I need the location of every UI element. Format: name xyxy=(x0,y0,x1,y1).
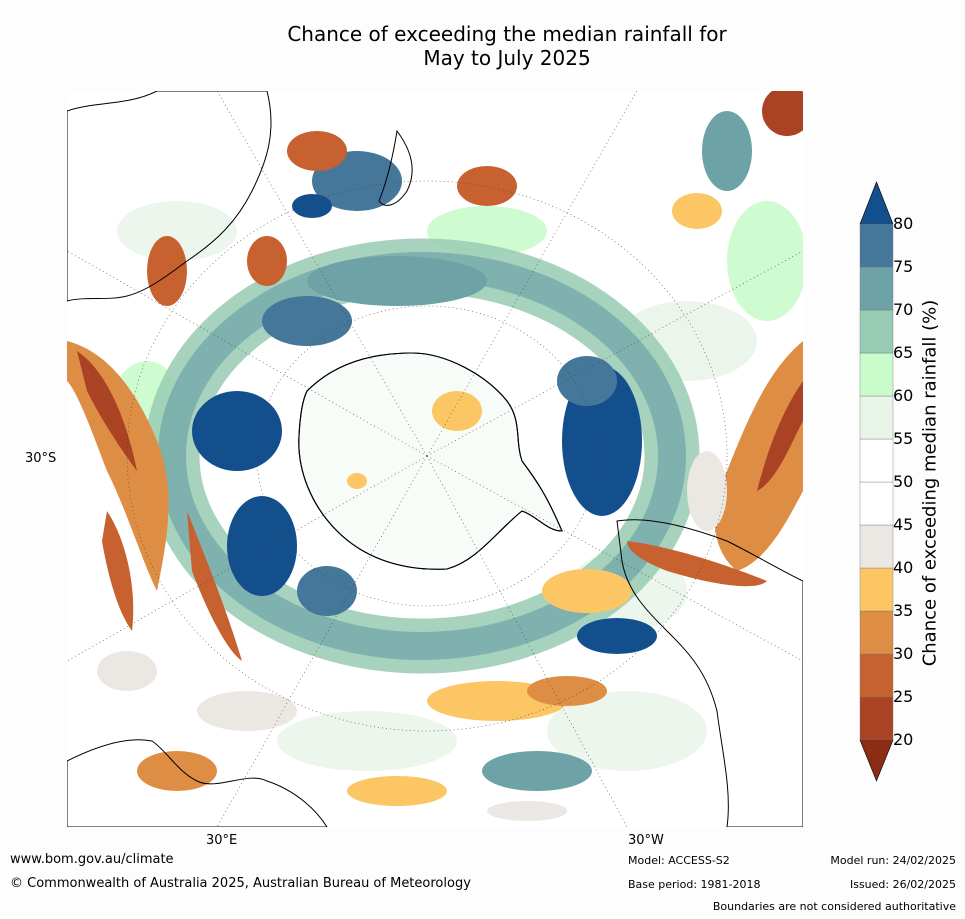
colorbar-tick-label: 80 xyxy=(893,214,914,233)
title-line-2: May to July 2025 xyxy=(423,46,591,70)
colorbar-box xyxy=(859,352,894,397)
dry-patches xyxy=(67,91,803,806)
graticule xyxy=(67,91,803,827)
issued-date: Issued: 26/02/2025 xyxy=(849,878,956,891)
colorbar-arrow-top xyxy=(859,181,894,225)
neutral-patches xyxy=(97,451,727,821)
colorbar-label: Chance of exceeding median rainfall (%) xyxy=(919,299,941,667)
footer-url: www.bom.gov.au/climate xyxy=(10,852,174,867)
title-line-1: Chance of exceeding the median rainfall … xyxy=(287,22,727,46)
colorbar-box xyxy=(859,266,894,311)
colorbar xyxy=(859,181,894,782)
longitude-label-30e: 30°E xyxy=(206,833,238,848)
colorbar-box xyxy=(859,524,894,569)
colorbar-tick-label: 25 xyxy=(893,687,914,706)
colorbar-box xyxy=(859,223,894,268)
footer-copyright: © Commonwealth of Australia 2025, Austra… xyxy=(10,876,471,891)
australia-outline xyxy=(67,91,272,302)
colorbar-tick-label: 70 xyxy=(893,300,914,319)
antarctica-coast xyxy=(298,352,563,570)
latitude-label-30s: 30°S xyxy=(25,451,57,466)
colorbar-box xyxy=(859,309,894,354)
model-name: Model: ACCESS-S2 xyxy=(628,854,730,867)
colorbar-tick-label: 55 xyxy=(893,429,914,448)
new-zealand-outline xyxy=(378,129,413,206)
base-period: Base period: 1981-2018 xyxy=(628,878,761,891)
colorbar-tick-label: 50 xyxy=(893,472,914,491)
south-america-outline xyxy=(616,519,803,827)
model-run-date: Model run: 24/02/2025 xyxy=(830,854,956,867)
colorbar-box xyxy=(859,481,894,526)
colorbar-boxes xyxy=(859,181,894,782)
longitude-label-30w: 30°W xyxy=(628,833,664,848)
colorbar-tick-label: 60 xyxy=(893,386,914,405)
colorbar-tick-label: 40 xyxy=(893,558,914,577)
colorbar-tick-label: 75 xyxy=(893,257,914,276)
africa-outline xyxy=(67,739,328,827)
colorbar-box xyxy=(859,610,894,655)
boundary-disclaimer: Boundaries are not considered authoritat… xyxy=(712,900,956,913)
colorbar-box xyxy=(859,567,894,612)
wet-patches xyxy=(192,111,752,791)
colorbar-tick-label: 35 xyxy=(893,601,914,620)
colorbar-tick-label: 20 xyxy=(893,730,914,749)
colorbar-tick-label: 45 xyxy=(893,515,914,534)
colorbar-box xyxy=(859,696,894,741)
colorbar-tick-label: 30 xyxy=(893,644,914,663)
map-svg xyxy=(67,91,803,827)
colorbar-box xyxy=(859,395,894,440)
colorbar-box xyxy=(859,653,894,698)
colorbar-tick-label: 65 xyxy=(893,343,914,362)
chart-title: Chance of exceeding the median rainfall … xyxy=(207,22,807,70)
colorbar-box xyxy=(859,438,894,483)
colorbar-arrow-bottom xyxy=(859,739,894,782)
rainfall-map xyxy=(67,91,803,827)
